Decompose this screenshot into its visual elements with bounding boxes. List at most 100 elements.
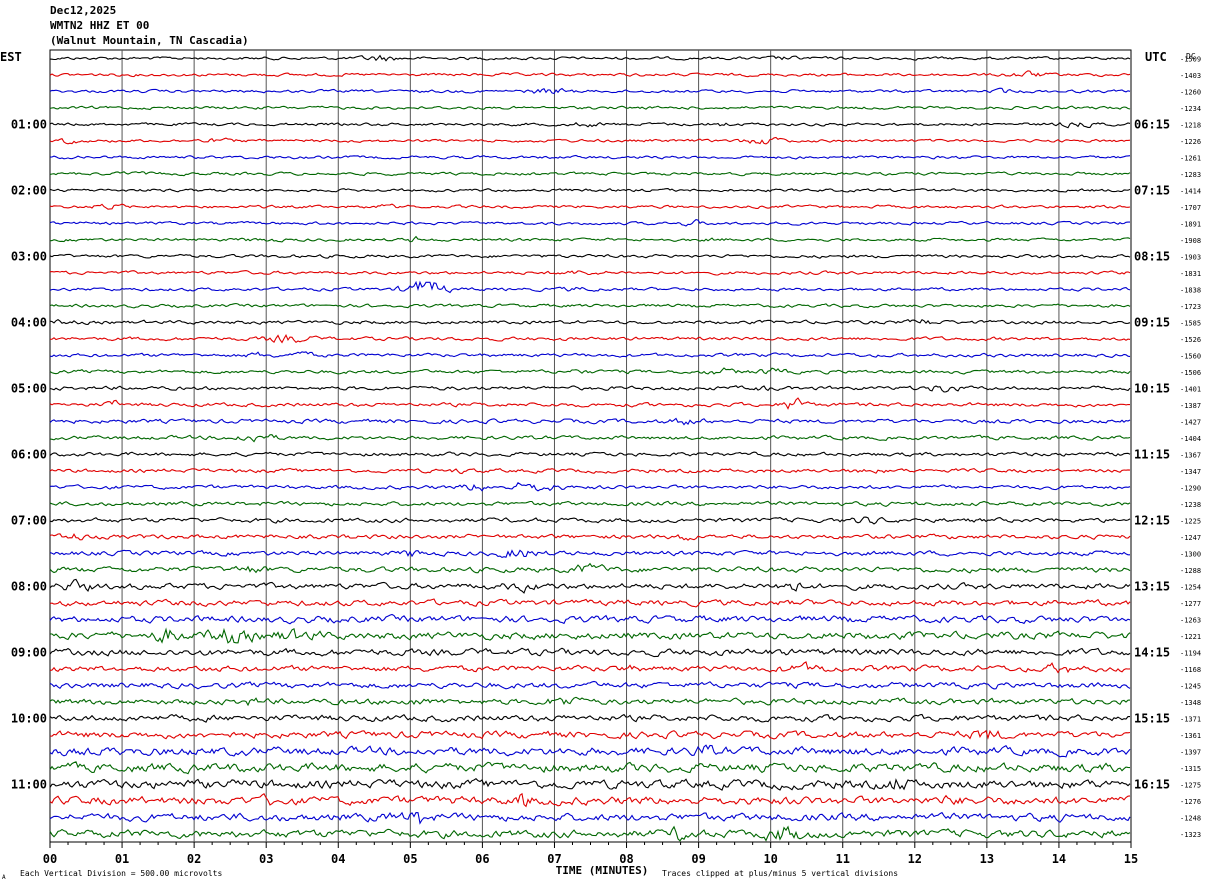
- trace-row: [49, 696, 1131, 707]
- x-tick-label: 07: [547, 852, 561, 866]
- scale-note: Each Vertical Division = 500.00 microvol…: [20, 869, 222, 878]
- trace-row: [49, 188, 1131, 193]
- right-hour-label: 06:15: [1134, 117, 1170, 131]
- x-tick-label: 13: [980, 852, 994, 866]
- right-hour-label: 08:15: [1134, 249, 1170, 263]
- x-axis-title: TIME (MINUTES): [556, 864, 649, 877]
- x-tick-label: 14: [1052, 852, 1066, 866]
- dc-offset-value: -1891: [1180, 220, 1201, 228]
- trace-row: [49, 627, 1131, 644]
- trace-row: [49, 87, 1131, 95]
- trace-row: [49, 333, 1131, 344]
- dc-offset-value: -1247: [1180, 534, 1201, 542]
- dc-offset-value: -1275: [1180, 781, 1201, 789]
- left-hour-label: 10:00: [11, 711, 47, 725]
- chart-date: Dec12,2025: [50, 4, 117, 17]
- station-location: (Walnut Mountain, TN Cascadia): [50, 34, 249, 47]
- dc-offset-header: DC: [1186, 52, 1196, 61]
- trace-row: [49, 562, 1131, 574]
- trace-row: [49, 417, 1131, 426]
- trace-row: [49, 761, 1131, 775]
- dc-offset-value: -1323: [1180, 831, 1201, 839]
- dc-offset-value: -1260: [1180, 88, 1201, 96]
- dc-offset-value: -1238: [1180, 501, 1201, 509]
- dc-offset-value: -1831: [1180, 270, 1201, 278]
- x-tick-label: 05: [403, 852, 417, 866]
- trace-row: [49, 302, 1131, 309]
- dc-offset-value: -1908: [1180, 237, 1201, 245]
- trace-row: [49, 351, 1131, 358]
- x-tick-label: 09: [691, 852, 705, 866]
- trace-row: [49, 778, 1131, 791]
- right-hour-label: 15:15: [1134, 711, 1170, 725]
- right-hour-label: 13:15: [1134, 579, 1170, 593]
- x-tick-label: 06: [475, 852, 489, 866]
- dc-offset-value: -1277: [1180, 600, 1201, 608]
- clip-note: Traces clipped at plus/minus 5 vertical …: [662, 869, 898, 878]
- dc-offset-value: -1225: [1180, 517, 1201, 525]
- right-hour-label: 10:15: [1134, 381, 1170, 395]
- right-hour-label: 16:15: [1134, 777, 1170, 791]
- dc-offset-value: -1263: [1180, 616, 1201, 624]
- trace-row: [49, 434, 1131, 443]
- trace-row: [49, 280, 1131, 294]
- trace-row: [49, 253, 1131, 259]
- trace-row: [49, 235, 1131, 243]
- trace-row: [49, 136, 1131, 145]
- right-hour-label: 14:15: [1134, 645, 1170, 659]
- trace-row: [49, 729, 1131, 740]
- right-hour-label: 07:15: [1134, 183, 1170, 197]
- left-hour-label: 06:00: [11, 447, 47, 461]
- trace-row: [49, 482, 1131, 492]
- trace-row: [49, 318, 1131, 325]
- trace-row: [49, 647, 1131, 658]
- right-timezone-label: UTC: [1145, 50, 1167, 64]
- trace-row: [49, 54, 1131, 62]
- trace-row: [49, 792, 1131, 808]
- trace-row: [49, 533, 1131, 541]
- trace-row: [49, 154, 1131, 160]
- dc-offset-value: -1526: [1180, 336, 1201, 344]
- left-hour-label: 04:00: [11, 315, 47, 329]
- trace-row: [49, 218, 1130, 227]
- trace-row: [49, 811, 1131, 825]
- dc-offset-value: -1283: [1180, 171, 1201, 179]
- trace-row: [49, 744, 1131, 758]
- dc-offset-value: -1414: [1180, 187, 1201, 195]
- x-tick-label: 10: [763, 852, 777, 866]
- left-hour-label: 11:00: [11, 777, 47, 791]
- x-tick-label: 02: [187, 852, 201, 866]
- dc-offset-value: -1397: [1180, 748, 1201, 756]
- dc-offset-value: -1248: [1180, 814, 1201, 822]
- dc-offset-value: -1903: [1180, 253, 1201, 261]
- dc-offset-value: -1226: [1180, 138, 1201, 146]
- dc-offset-value: -1387: [1180, 402, 1201, 410]
- left-hour-label: 09:00: [11, 645, 47, 659]
- dc-offset-value: -1723: [1180, 303, 1201, 311]
- trace-row: [49, 578, 1131, 594]
- dc-offset-value: -1194: [1180, 649, 1201, 657]
- trace-row: [49, 467, 1131, 475]
- corner-mark: A: [2, 874, 6, 881]
- dc-offset-value: -1560: [1180, 352, 1201, 360]
- dc-offset-value: -1361: [1180, 732, 1201, 740]
- x-tick-label: 15: [1124, 852, 1138, 866]
- dc-offset-value: -1245: [1180, 682, 1201, 690]
- dc-offset-value: -1290: [1180, 484, 1201, 492]
- dc-offset-value: -1218: [1180, 121, 1201, 129]
- dc-offset-value: -1347: [1180, 468, 1201, 476]
- x-tick-label: 08: [619, 852, 633, 866]
- dc-offset-value: -1261: [1180, 154, 1201, 162]
- dc-offset-value: -1427: [1180, 418, 1201, 426]
- left-hour-label: 08:00: [11, 579, 47, 593]
- left-hour-label: 03:00: [11, 249, 47, 263]
- station-code: WMTN2 HHZ ET 00: [50, 19, 150, 32]
- trace-row: [49, 713, 1130, 723]
- right-hour-label: 12:15: [1134, 513, 1170, 527]
- right-hour-label: 11:15: [1134, 447, 1170, 461]
- dc-offset-value: -1506: [1180, 369, 1201, 377]
- dc-offset-value: -1221: [1180, 633, 1201, 641]
- left-timezone-label: EST: [0, 50, 22, 64]
- x-tick-label: 01: [115, 852, 129, 866]
